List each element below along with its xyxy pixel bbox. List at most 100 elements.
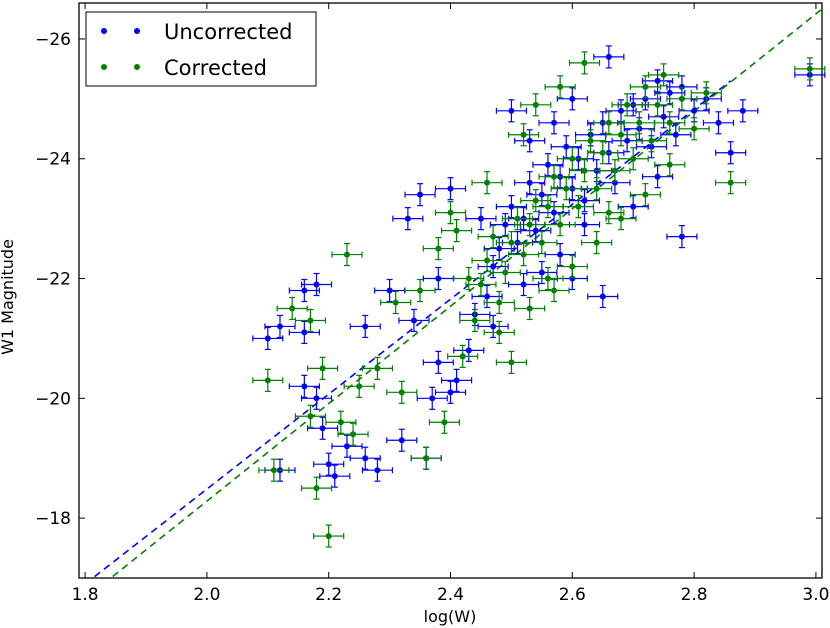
data-point: [532, 266, 564, 291]
data-point: [526, 183, 558, 207]
point-marker: [398, 389, 405, 396]
data-point: [520, 189, 552, 213]
data-point: [477, 314, 509, 339]
point-marker: [630, 155, 637, 162]
point-marker: [660, 71, 667, 78]
data-point: [702, 111, 735, 135]
point-marker: [538, 239, 545, 246]
point-marker: [563, 185, 570, 192]
data-point: [477, 254, 509, 279]
x-tick-label: 1.8: [72, 585, 99, 605]
point-marker: [569, 263, 576, 270]
point-marker: [666, 119, 673, 126]
data-point: [678, 117, 710, 141]
data-point: [507, 123, 540, 147]
data-point: [495, 99, 528, 123]
point-marker: [587, 137, 594, 144]
point-marker: [337, 419, 344, 426]
data-point: [556, 147, 588, 171]
y-tick-label: −24: [35, 150, 71, 170]
data-point: [392, 207, 424, 231]
data-point: [690, 81, 722, 105]
data-point: [428, 410, 461, 434]
axis-ticks: 1.8 2.0 2.2 2.4 2.6 2.8 3.0 −18 −20 −22 −24 −26: [35, 3, 829, 605]
data-point: [641, 93, 674, 117]
data-point: [556, 254, 588, 279]
data-point: [386, 380, 418, 404]
point-marker: [502, 221, 509, 228]
data-point: [568, 159, 601, 183]
fit-lines: [91, 8, 822, 578]
data-point: [307, 356, 339, 380]
data-point: [495, 195, 528, 219]
data-point: [514, 129, 546, 153]
point-marker: [325, 461, 332, 468]
data-point: [434, 201, 467, 225]
point-marker: [496, 329, 503, 336]
y-tick-label: −18: [35, 509, 71, 529]
point-marker: [477, 215, 484, 222]
data-point: [629, 75, 661, 99]
point-marker: [648, 137, 655, 144]
y-tick-label: −26: [35, 30, 71, 50]
data-point: [514, 171, 546, 195]
data-point: [538, 165, 570, 189]
point-marker: [410, 317, 417, 324]
data-point: [550, 177, 582, 201]
data-point: [544, 213, 576, 237]
data-point: [654, 111, 686, 135]
point-marker: [508, 239, 515, 246]
point-marker: [551, 287, 558, 294]
point-marker: [350, 431, 357, 438]
data-point: [605, 99, 637, 123]
data-point: [611, 93, 643, 117]
point-marker: [727, 149, 734, 156]
data-point: [294, 308, 327, 333]
data-point: [532, 153, 564, 177]
point-marker: [532, 101, 539, 108]
data-point: [440, 219, 473, 243]
point-marker: [374, 365, 381, 372]
data-point: [276, 296, 308, 321]
data-point: [507, 242, 540, 267]
point-marker: [557, 221, 564, 228]
point-marker: [605, 209, 612, 216]
point-marker: [484, 293, 491, 300]
point-marker: [429, 395, 436, 402]
x-tick-label: 2.2: [315, 585, 342, 605]
point-marker: [343, 251, 350, 258]
point-marker: [544, 275, 551, 282]
point-marker: [551, 173, 558, 180]
point-marker: [484, 257, 491, 264]
point-marker: [331, 473, 338, 480]
point-marker: [289, 305, 296, 312]
data-point: [416, 386, 448, 410]
data-points: [252, 45, 826, 548]
data-point: [313, 524, 345, 548]
data-point: [319, 464, 351, 488]
point-marker: [739, 107, 746, 114]
point-marker: [417, 287, 424, 294]
data-point: [526, 230, 558, 255]
x-axis-label: log(W): [424, 607, 477, 626]
point-marker: [435, 359, 442, 366]
data-point: [404, 278, 436, 303]
point-marker: [508, 203, 515, 210]
legend-marker-corrected-1: [101, 64, 107, 70]
data-point: [447, 344, 479, 368]
point-marker: [496, 299, 503, 306]
point-marker: [636, 119, 643, 126]
point-marker: [526, 137, 533, 144]
data-point: [422, 266, 454, 291]
point-marker: [374, 467, 381, 474]
data-point: [331, 242, 363, 267]
legend-marker-uncorrected-1: [101, 28, 107, 34]
data-point: [593, 201, 625, 225]
point-marker: [502, 269, 509, 276]
data-point: [422, 236, 454, 261]
data-point: [648, 105, 680, 129]
point-marker: [618, 107, 625, 114]
point-marker: [563, 143, 570, 150]
point-marker: [551, 119, 558, 126]
point-marker: [611, 167, 618, 174]
